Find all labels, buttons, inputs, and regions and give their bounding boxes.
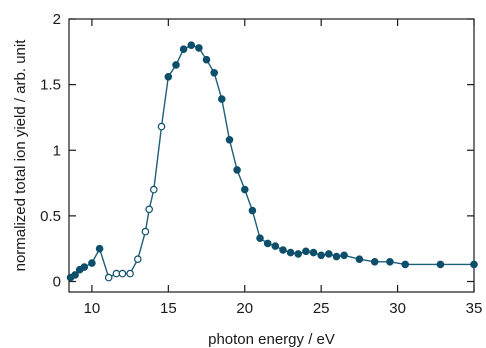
y-axis: 0 0.5 1 1.5 2 [40,11,474,291]
series-line [70,44,474,279]
x-tick-label: 15 [160,300,177,317]
y-tick-label: 2 [53,11,61,28]
y-axis-label: normalized total ion yield / arb. unit [12,39,29,272]
y-tick-label: 0.5 [40,208,61,225]
data-point-filled [233,166,241,174]
data-point-filled [340,251,348,260]
x-axis-label: photon energy / eV [208,331,335,348]
data-point-open [104,273,113,282]
data-point-filled [202,55,211,64]
data-point-filled [470,260,478,269]
data-point-filled [187,41,196,50]
data-point-open [157,122,166,131]
data-point-filled [210,69,219,77]
data-point-filled [279,246,287,254]
x-tick-label: 20 [236,300,253,317]
data-point-filled [294,250,303,258]
data-point-filled [386,257,394,266]
y-tick-label: 1.5 [40,77,61,94]
data-point-open [118,269,127,278]
x-tick-label: 25 [313,300,330,317]
data-point-filled [71,271,79,279]
data-point-filled [88,259,96,267]
data-point-filled [248,206,257,215]
data-point-filled [172,61,180,69]
data-point-filled [324,250,333,258]
x-tick-label: 35 [466,300,483,317]
data-point-filled [263,239,272,248]
data-point-filled [370,257,379,266]
data-point-open [150,185,158,194]
data-point-filled [271,242,280,250]
data-point-filled [401,260,410,269]
y-tick-label: 0 [53,274,61,291]
x-tick-label: 10 [84,300,101,317]
plot-frame [68,18,475,293]
data-point-filled [241,185,249,194]
data-point-filled [302,247,310,256]
data-point-filled [286,248,295,257]
data-point-filled [355,255,364,264]
x-axis: 10 15 20 25 30 35 [84,19,483,317]
data-point-filled [332,252,341,261]
data-point-open [126,269,134,278]
data-point-open [141,227,150,236]
data-point-open [145,205,154,214]
data-point-filled [195,44,203,52]
data-point-filled [80,263,89,271]
y-tick-label: 1 [53,142,61,159]
series-layer [66,41,478,282]
data-point-filled [95,244,104,253]
data-point-open [112,269,121,278]
data-point-filled [164,73,173,81]
data-point-filled [218,95,226,103]
data-point-filled [179,45,188,54]
data-point-filled [256,234,264,243]
data-point-filled [309,248,318,257]
data-point-filled [436,260,445,269]
x-tick-label: 30 [389,300,406,317]
data-point-filled [317,251,326,260]
data-point-open [134,255,142,264]
data-point-filled [225,136,234,144]
